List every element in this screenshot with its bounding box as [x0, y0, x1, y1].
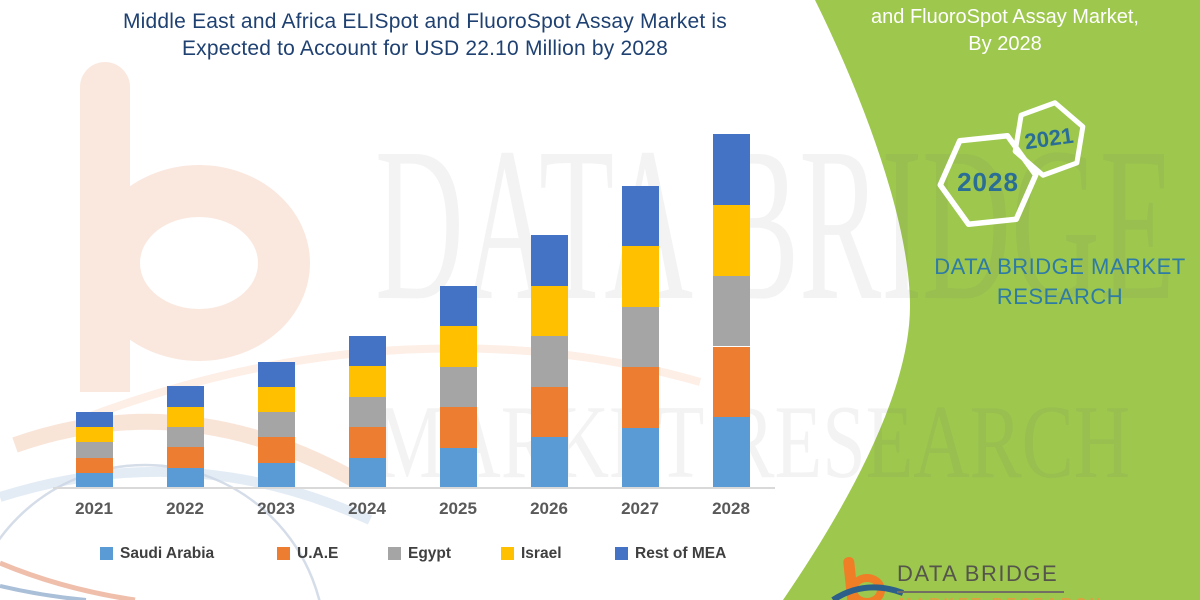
- legend-label-u-a-e: U.A.E: [297, 545, 339, 562]
- bar-segment-saudi-arabia-2021: [75, 472, 113, 488]
- x-axis-line: [53, 487, 775, 489]
- bar-segment-egypt-2021: [75, 442, 113, 458]
- bar-segment-egypt-2023: [257, 412, 295, 438]
- x-axis-label-2022: 2022: [166, 499, 204, 518]
- bar-segment-egypt-2026: [530, 336, 568, 387]
- bar-segment-saudi-arabia-2026: [530, 437, 568, 488]
- bar-segment-u-a-e-2023: [257, 437, 295, 463]
- legend-label-israel: Israel: [521, 545, 562, 562]
- x-axis-label-2027: 2027: [621, 499, 659, 518]
- green-panel-path: [783, 0, 1200, 600]
- x-axis-label-2023: 2023: [257, 499, 295, 518]
- panel-brand-text: DATA BRIDGE MARKET RESEARCH: [925, 252, 1195, 312]
- panel-heading-line2: and FluoroSpot Assay Market,: [871, 6, 1139, 28]
- panel-heading: Middle East and Africa ELISpot and Fluor…: [845, 0, 1165, 58]
- chart-title-line1: Middle East and Africa ELISpot and Fluor…: [122, 10, 727, 33]
- legend-label-rest-of-mea: Rest of MEA: [635, 545, 727, 562]
- bar-segment-rest-of-mea-2025: [439, 285, 477, 327]
- bar-segment-rest-of-mea-2023: [257, 361, 295, 387]
- bar-segment-egypt-2028: [712, 275, 750, 347]
- bar-segment-u-a-e-2025: [439, 407, 477, 448]
- panel-heading-line1-cut: Middle East and Africa ELISpot: [845, 0, 1165, 4]
- bar-segment-saudi-arabia-2028: [712, 417, 750, 488]
- bar-segment-rest-of-mea-2021: [75, 412, 113, 428]
- bar-segment-israel-2027: [621, 246, 659, 307]
- bar-segment-u-a-e-2028: [712, 346, 750, 418]
- legend-swatch-rest-of-mea: [615, 547, 628, 560]
- bar-segment-u-a-e-2024: [348, 427, 386, 458]
- bar-segment-rest-of-mea-2027: [621, 185, 659, 247]
- panel-heading-line3: By 2028: [968, 33, 1042, 55]
- hexagon-2028-label: 2028: [957, 167, 1019, 197]
- x-axis-label-2028: 2028: [712, 499, 750, 518]
- footer-logo-b-bowl: [849, 574, 885, 600]
- bar-segment-rest-of-mea-2024: [348, 336, 386, 367]
- bar-segment-saudi-arabia-2025: [439, 447, 477, 488]
- bar-segment-saudi-arabia-2027: [621, 427, 659, 488]
- bar-segment-rest-of-mea-2022: [166, 386, 204, 407]
- bar-segment-israel-2023: [257, 386, 295, 413]
- bar-segment-israel-2021: [75, 427, 113, 443]
- chart-title: Middle East and Africa ELISpot and Fluor…: [30, 8, 820, 62]
- bar-segment-rest-of-mea-2028: [712, 134, 750, 206]
- legend-label-egypt: Egypt: [408, 545, 452, 562]
- x-axis-label-2025: 2025: [439, 499, 477, 518]
- bar-segment-saudi-arabia-2024: [348, 457, 386, 488]
- legend-swatch-u-a-e: [277, 547, 290, 560]
- bar-segment-saudi-arabia-2023: [257, 462, 295, 488]
- bar-segment-egypt-2027: [621, 306, 659, 368]
- chart-title-line2: Expected to Account for USD 22.10 Millio…: [181, 37, 669, 60]
- bar-segment-u-a-e-2027: [621, 367, 659, 428]
- bar-segment-u-a-e-2026: [530, 386, 568, 438]
- bar-segment-israel-2022: [166, 406, 204, 427]
- bar-segment-u-a-e-2022: [166, 447, 204, 468]
- legend-label-saudi-arabia: Saudi Arabia: [120, 545, 215, 562]
- panel-brand-line2: RESEARCH: [996, 284, 1124, 309]
- footer-brand-name: DATA BRIDGE: [897, 561, 1065, 593]
- footer-brand-sub: MARKET RESEARCH: [899, 595, 1104, 600]
- bar-segment-egypt-2022: [166, 427, 204, 448]
- x-axis-label-2021: 2021: [75, 499, 113, 518]
- bar-segment-u-a-e-2021: [75, 457, 113, 473]
- bar-segment-rest-of-mea-2026: [530, 235, 568, 286]
- legend-swatch-israel: [501, 547, 514, 560]
- bar-segment-israel-2025: [439, 326, 477, 367]
- bar-segment-saudi-arabia-2022: [166, 467, 204, 488]
- bar-segment-egypt-2025: [439, 366, 477, 408]
- x-axis-label-2026: 2026: [530, 499, 568, 518]
- bar-segment-israel-2024: [348, 366, 386, 397]
- bar-segment-israel-2026: [530, 285, 568, 337]
- legend-swatch-saudi-arabia: [100, 547, 113, 560]
- x-axis-label-2024: 2024: [348, 499, 386, 518]
- bar-segment-israel-2028: [712, 205, 750, 276]
- panel-brand-line1: DATA BRIDGE MARKET: [934, 254, 1186, 279]
- legend-swatch-egypt: [388, 547, 401, 560]
- bar-segment-egypt-2024: [348, 396, 386, 428]
